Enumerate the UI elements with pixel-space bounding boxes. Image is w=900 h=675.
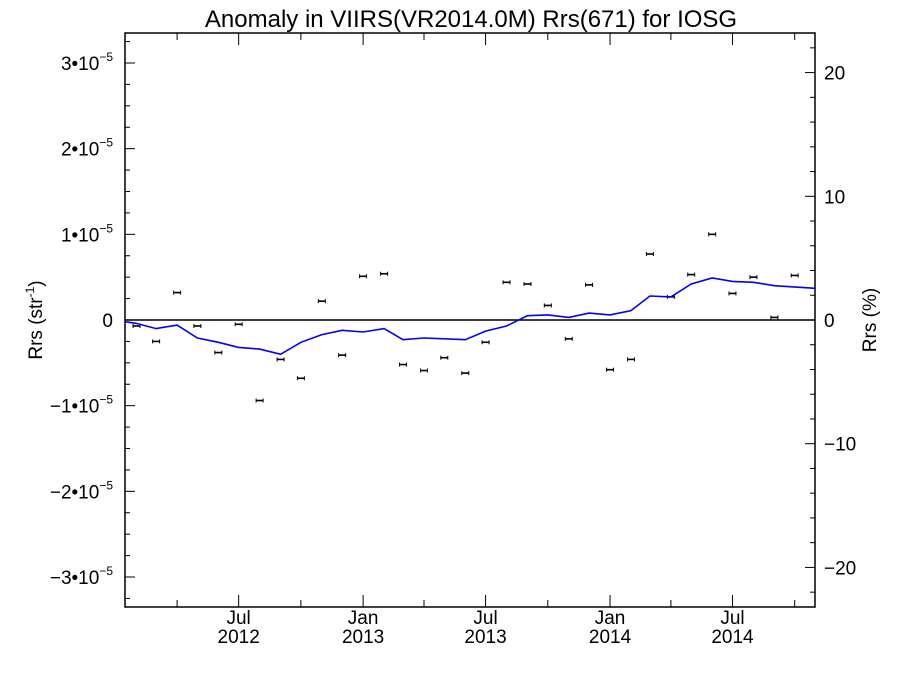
chart-title: Anomaly in VIIRS(VR2014.0M) Rrs(671) for… — [205, 6, 737, 33]
data-point — [214, 350, 223, 355]
data-point — [606, 367, 615, 372]
data-point — [564, 336, 573, 341]
x-tick-year-label: 2012 — [218, 627, 260, 648]
data-point — [749, 275, 758, 280]
data-point — [645, 252, 654, 257]
y-axis-right: 20 10 0 −10 −20 — [805, 47, 856, 593]
series-layer — [124, 232, 816, 403]
data-point — [770, 315, 779, 320]
data-point — [461, 371, 470, 376]
y-tick-label: 3•10−5 — [61, 50, 113, 75]
y-tick-label: −2•10−5 — [50, 478, 113, 503]
trend-line — [124, 277, 816, 356]
x-tick-month-label: Jul — [720, 608, 744, 629]
y2-tick-label: 0 — [824, 311, 835, 332]
data-point — [790, 273, 799, 278]
data-point — [380, 271, 389, 276]
x-tick-month-label: Jul — [226, 608, 250, 629]
y-axis-label: Rrs (str-1) — [23, 280, 47, 359]
y2-tick-label: 20 — [824, 64, 845, 85]
data-point — [440, 355, 449, 360]
data-point — [502, 280, 511, 285]
data-point — [296, 376, 305, 381]
y-tick-label: 1•10−5 — [61, 221, 113, 246]
y-tick-label: −3•10−5 — [50, 564, 113, 589]
data-point — [173, 290, 182, 295]
data-point — [338, 353, 347, 358]
y2-tick-label: 10 — [824, 187, 845, 208]
data-point — [523, 282, 532, 287]
data-point — [585, 282, 594, 287]
x-tick-month-label: Jul — [473, 608, 497, 629]
data-point — [481, 340, 490, 345]
y2-tick-label: −10 — [824, 435, 856, 456]
y-tick-label: 2•10−5 — [61, 136, 113, 161]
data-point — [276, 357, 285, 362]
data-point — [420, 368, 428, 373]
data-point — [152, 339, 161, 344]
x-tick-year-label: 2014 — [589, 627, 632, 648]
data-point — [687, 272, 696, 277]
data-point — [708, 232, 717, 237]
data-point — [317, 299, 326, 304]
y2-axis-label: Rrs (%) — [860, 288, 881, 352]
x-tick-month-label: Jan — [595, 608, 626, 629]
data-point — [359, 274, 368, 279]
data-point — [399, 362, 408, 367]
data-point — [255, 398, 264, 403]
x-tick-year-label: 2013 — [342, 627, 384, 648]
x-tick-month-label: Jan — [348, 608, 379, 629]
x-tick-year-label: 2013 — [464, 627, 506, 648]
data-point — [728, 291, 737, 296]
y-tick-label: 0 — [102, 311, 113, 332]
data-point — [193, 323, 202, 328]
data-point — [543, 303, 552, 308]
y-axis-left: 3•10−5 2•10−5 1•10−5 0 −1•10−5 −2•10−5 −3•10−5 — [50, 41, 135, 599]
y-tick-label: −1•10−5 — [50, 393, 113, 418]
data-point — [234, 322, 243, 327]
data-point — [627, 357, 635, 362]
x-tick-year-label: 2014 — [711, 627, 754, 648]
y2-tick-label: −20 — [824, 558, 856, 579]
